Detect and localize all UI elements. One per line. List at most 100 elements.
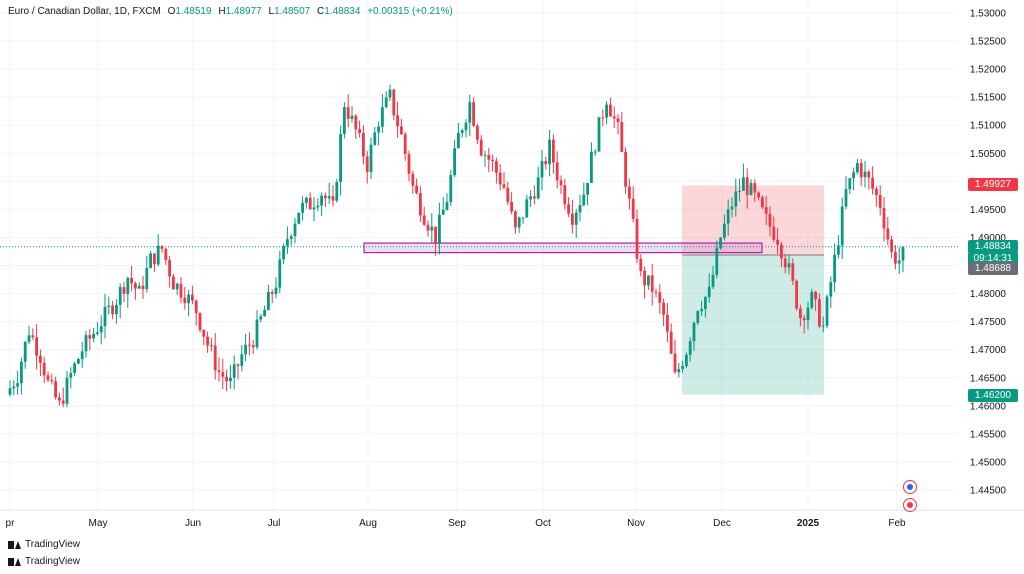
candle-body xyxy=(248,344,251,346)
open-value: 1.48519 xyxy=(175,6,212,17)
candle-body xyxy=(156,245,160,265)
candle-body xyxy=(825,296,829,326)
candle-body xyxy=(267,292,270,310)
candle-body xyxy=(362,133,365,157)
candle-body xyxy=(685,354,688,366)
time-tick-label: Jun xyxy=(185,518,201,529)
candle-body xyxy=(897,260,901,264)
candle-body xyxy=(145,267,149,290)
candle-body xyxy=(612,116,616,119)
candle-body xyxy=(312,207,316,210)
candle-body xyxy=(441,209,445,215)
candle-body xyxy=(483,155,487,157)
candle-body xyxy=(787,263,791,268)
candle-body xyxy=(802,318,806,321)
candle-body xyxy=(293,223,297,237)
candle-body xyxy=(555,162,559,181)
candle-body xyxy=(50,380,54,382)
candle-body xyxy=(738,190,741,192)
candle-body xyxy=(692,322,696,342)
candle-body xyxy=(137,285,141,289)
candle-body xyxy=(871,177,874,189)
candle-body xyxy=(567,204,570,214)
candle-body xyxy=(517,217,521,228)
candle-body xyxy=(61,400,65,404)
time-tick-label: Nov xyxy=(627,518,645,529)
time-axis[interactable]: pr May Jun Jul Aug Sep Oct Nov Dec 2025 Feb xyxy=(6,518,907,529)
price-tick-label: 1.48000 xyxy=(970,289,1007,300)
candle-body xyxy=(400,126,403,135)
candle-body xyxy=(609,104,612,117)
candle-body xyxy=(818,299,821,327)
candle-body xyxy=(172,276,175,290)
candle-body xyxy=(153,253,156,265)
candle-body xyxy=(23,341,27,362)
time-tick-label: Aug xyxy=(359,518,377,529)
economic-event-icon[interactable] xyxy=(903,480,917,494)
candle-body xyxy=(225,376,228,382)
candle-body xyxy=(206,336,209,346)
price-tick-label: 1.50500 xyxy=(970,149,1007,160)
candle-body xyxy=(107,305,111,307)
candle-body xyxy=(194,300,198,314)
candle-body xyxy=(536,177,540,199)
candle-body xyxy=(92,333,95,339)
candle-body xyxy=(829,282,833,297)
candle-body xyxy=(533,196,536,199)
time-tick-label: pr xyxy=(6,518,16,529)
candle-body xyxy=(711,274,715,287)
candle-body xyxy=(282,245,285,260)
candle-body xyxy=(365,156,369,172)
candle-body xyxy=(343,107,346,134)
candle-body xyxy=(130,277,133,284)
candle-body xyxy=(529,196,532,200)
candle-body xyxy=(844,189,848,207)
candle-body xyxy=(662,302,665,315)
candle-body xyxy=(278,259,282,288)
price-tick-label: 1.46500 xyxy=(970,373,1007,384)
brand-name: TradingView xyxy=(25,539,81,550)
entry-price-tag: 1.48688 xyxy=(968,262,1018,275)
candle-body xyxy=(42,362,46,376)
candle-body xyxy=(544,160,548,165)
candle-body xyxy=(460,130,464,133)
candle-body xyxy=(783,258,787,268)
take-profit-zone[interactable] xyxy=(682,254,824,395)
time-tick-label: Oct xyxy=(535,518,551,529)
time-tick-label: May xyxy=(89,518,108,529)
candle-body xyxy=(510,201,513,212)
position-zones[interactable] xyxy=(0,185,958,395)
candle-body xyxy=(449,175,453,202)
candle-body xyxy=(791,263,795,281)
candle-body xyxy=(810,291,814,308)
high-value: 1.48977 xyxy=(225,6,262,17)
candle-body xyxy=(434,226,437,245)
candle-body xyxy=(487,155,491,160)
candle-body xyxy=(210,345,213,347)
brand-footer-1[interactable]: TradingView xyxy=(8,539,80,550)
price-tick-label: 1.45000 xyxy=(970,457,1007,468)
candle-body xyxy=(890,239,893,252)
chart-grid xyxy=(0,0,1024,511)
candle-body xyxy=(476,125,479,140)
countdown-tag: 09:14:31 xyxy=(968,252,1018,265)
candle-body xyxy=(99,326,103,333)
candle-body xyxy=(202,329,206,337)
candle-body xyxy=(419,193,422,216)
candle-body xyxy=(453,148,456,176)
candle-body xyxy=(96,332,99,334)
candle-body xyxy=(761,197,764,208)
candle-body xyxy=(677,369,681,373)
candle-body xyxy=(126,277,130,294)
brand-footer-2[interactable]: TradingView xyxy=(8,556,80,567)
candle-body xyxy=(179,283,183,298)
candle-body xyxy=(422,215,426,225)
candle-body xyxy=(597,117,601,152)
chart-events[interactable] xyxy=(899,480,927,516)
flag-event-icon[interactable] xyxy=(903,498,917,512)
candle-body xyxy=(403,134,407,155)
horizontal-zone-rect[interactable] xyxy=(363,242,763,254)
candle-body xyxy=(574,212,578,225)
candle-body xyxy=(719,237,722,249)
